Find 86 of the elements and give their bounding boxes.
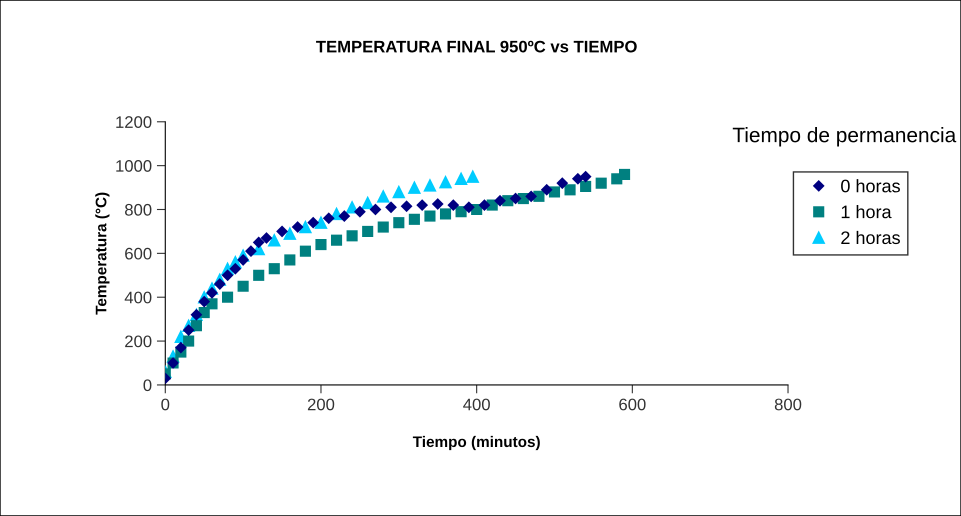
point (378, 221, 389, 233)
point (214, 278, 226, 290)
point (510, 192, 522, 204)
point (268, 263, 280, 274)
point (494, 195, 506, 206)
point (276, 226, 288, 238)
point (230, 263, 241, 274)
point (260, 232, 272, 244)
y-tick-label: 400 (124, 292, 152, 304)
point (183, 336, 194, 347)
point (466, 170, 480, 183)
point (385, 202, 397, 213)
point (448, 200, 459, 211)
point (330, 234, 342, 246)
point (238, 280, 249, 292)
legend-label: 1 hora (842, 205, 892, 218)
point (416, 200, 428, 211)
point (393, 217, 404, 228)
point (222, 270, 234, 281)
point (299, 220, 312, 234)
point (198, 296, 210, 308)
x-tick-label: 600 (619, 398, 646, 410)
point (284, 254, 296, 266)
point (323, 212, 334, 224)
point (526, 190, 537, 202)
point (206, 298, 218, 310)
point (463, 202, 474, 213)
y-tick-label: 800 (125, 204, 152, 216)
legend-label: 2 horas (841, 230, 900, 244)
point (370, 204, 382, 216)
point (424, 179, 436, 192)
point (392, 186, 406, 198)
point (362, 226, 374, 237)
point (222, 292, 234, 303)
point (432, 198, 444, 210)
point (346, 230, 358, 242)
point (439, 176, 452, 188)
point (548, 186, 560, 198)
x-axis-title: Tiempo (minutos) (412, 436, 540, 450)
point (338, 210, 350, 222)
point (556, 178, 568, 189)
point (454, 172, 468, 186)
point (424, 210, 436, 222)
y-axis-title: Temperatura (°C) (95, 192, 110, 315)
point (580, 170, 592, 182)
point (440, 208, 452, 220)
point (300, 246, 311, 257)
point (400, 200, 412, 212)
point (268, 234, 281, 246)
y-tick-label: 200 (125, 335, 152, 348)
point (596, 178, 607, 189)
point (408, 181, 421, 194)
point (206, 287, 218, 298)
point (354, 206, 366, 218)
point (245, 246, 257, 257)
point (572, 173, 584, 184)
legend-label: 0 horas (841, 179, 900, 192)
point (564, 184, 576, 196)
point (253, 270, 264, 281)
point (190, 320, 202, 332)
legend-title: Tiempo de permanencia (732, 127, 956, 146)
point (580, 180, 592, 192)
point (314, 216, 328, 229)
point (183, 324, 194, 336)
point (292, 221, 304, 233)
y-tick-label: 1200 (116, 116, 152, 128)
x-tick-label: 200 (308, 398, 334, 410)
point (376, 190, 390, 203)
point (541, 184, 552, 196)
y-tick-label: 600 (125, 248, 152, 260)
x-tick-label: 800 (774, 398, 802, 410)
point (238, 254, 249, 266)
point (175, 342, 186, 354)
point (253, 236, 264, 248)
chart-title: TEMPERATURA FINAL 950ºC vs TIEMPO (316, 40, 637, 52)
y-tick-label: 0 (143, 379, 152, 392)
y-tick-label: 1000 (116, 160, 152, 172)
point (478, 200, 490, 211)
point (408, 214, 420, 225)
point (315, 239, 327, 250)
point (284, 227, 296, 240)
x-tick-label: 400 (463, 398, 490, 410)
point (361, 196, 374, 210)
x-tick-label: 0 (161, 398, 170, 410)
point (619, 168, 630, 180)
point (308, 217, 319, 228)
